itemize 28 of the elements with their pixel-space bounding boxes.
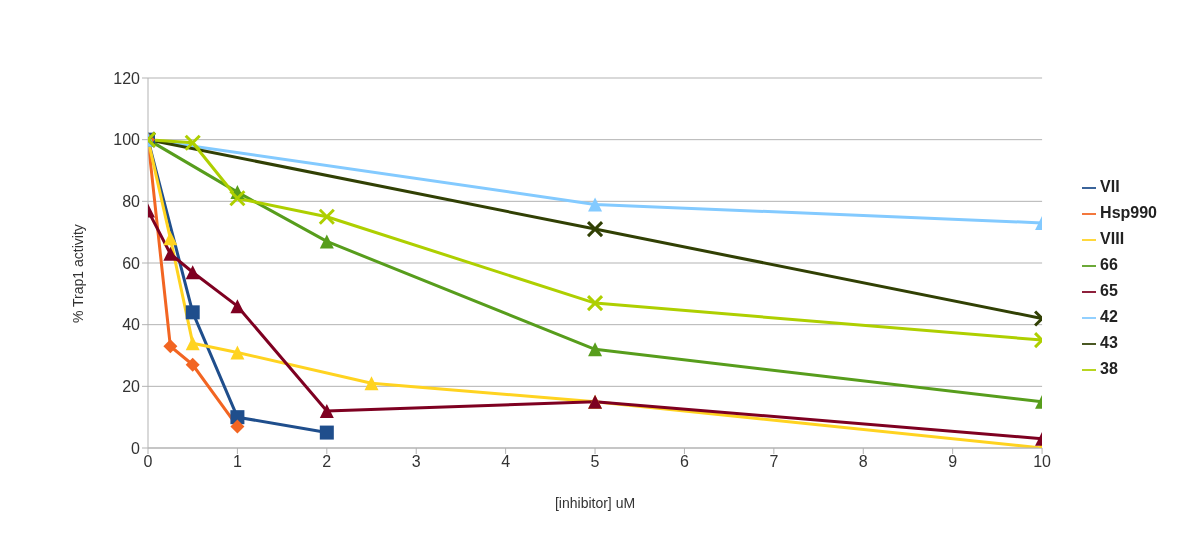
legend-label: 38 xyxy=(1100,360,1118,377)
legend-label: Hsp990 xyxy=(1100,204,1157,221)
legend-label: 43 xyxy=(1100,334,1118,351)
x-tick-label: 4 xyxy=(501,453,511,471)
x-tick-label: 2 xyxy=(322,453,332,471)
legend-label: VII xyxy=(1100,178,1120,195)
y-tick-label: 100 xyxy=(113,131,141,149)
legend-label: 65 xyxy=(1100,282,1118,299)
y-tick-label: 40 xyxy=(122,316,141,334)
y-tick-label: 120 xyxy=(113,69,141,87)
y-axis-title: % Trap1 activity xyxy=(69,224,86,323)
y-tick-label: 0 xyxy=(131,439,141,457)
x-tick-label: 10 xyxy=(1033,453,1052,471)
x-axis-title: [inhibitor] uM xyxy=(554,495,636,511)
x-tick-label: 6 xyxy=(679,453,689,471)
x-tick-label: 1 xyxy=(232,453,242,471)
x-tick-label: 7 xyxy=(769,453,779,471)
y-tick-label: 60 xyxy=(122,254,141,272)
legend-label: 42 xyxy=(1100,308,1118,325)
x-tick-label: 8 xyxy=(858,453,868,471)
legend-label: 66 xyxy=(1100,256,1118,273)
y-tick-label: 20 xyxy=(122,378,141,396)
legend-label: VIII xyxy=(1100,230,1125,247)
x-tick-label: 0 xyxy=(143,453,153,471)
y-tick-label: 80 xyxy=(122,193,141,211)
x-tick-label: 3 xyxy=(411,453,421,471)
x-tick-label: 5 xyxy=(590,453,600,471)
x-tick-label: 9 xyxy=(948,453,958,471)
